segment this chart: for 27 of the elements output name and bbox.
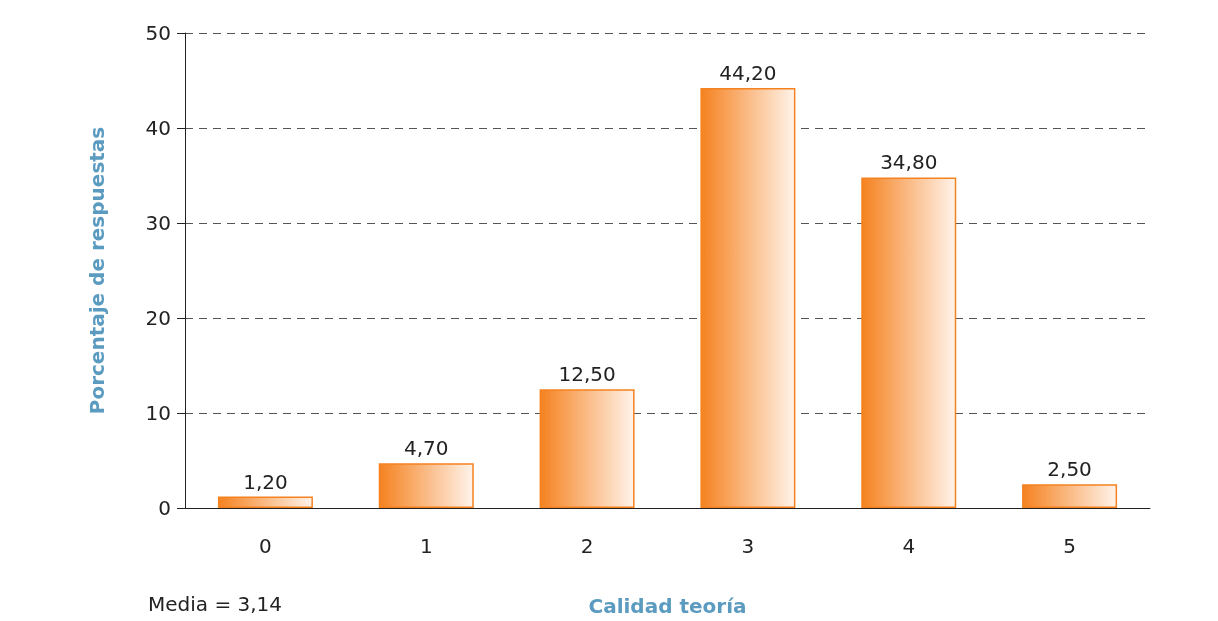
bar xyxy=(217,496,313,508)
data-label: 1,20 xyxy=(243,469,288,494)
bar xyxy=(700,88,796,508)
y-tick-label: 30 xyxy=(145,211,171,235)
x-tick-label: 0 xyxy=(259,534,272,558)
y-tick-label: 50 xyxy=(145,21,171,45)
bar xyxy=(1022,484,1118,508)
y-tick-label: 20 xyxy=(145,306,171,330)
data-label: 34,80 xyxy=(880,150,938,175)
y-axis-title: Porcentaje de respuestas xyxy=(85,126,109,415)
x-tick-label: 5 xyxy=(1063,534,1076,558)
data-label: 2,50 xyxy=(1047,457,1092,482)
bar xyxy=(861,177,957,508)
x-tick-label: 3 xyxy=(741,534,755,558)
data-label: 12,50 xyxy=(558,362,616,387)
bar xyxy=(378,463,474,508)
bar xyxy=(539,389,635,508)
x-tick-label: 1 xyxy=(419,534,433,558)
y-tick-label: 0 xyxy=(158,496,171,520)
x-tick-label: 2 xyxy=(580,534,594,558)
x-tick-label: 4 xyxy=(902,534,916,558)
text: Media = 3,14 xyxy=(148,592,283,616)
data-label: 4,70 xyxy=(403,436,449,461)
x-axis-title: Calidad teoría xyxy=(588,594,747,618)
data-label: 44,20 xyxy=(719,61,777,86)
y-tick-label: 10 xyxy=(145,401,171,425)
y-tick-label: 40 xyxy=(145,116,171,140)
